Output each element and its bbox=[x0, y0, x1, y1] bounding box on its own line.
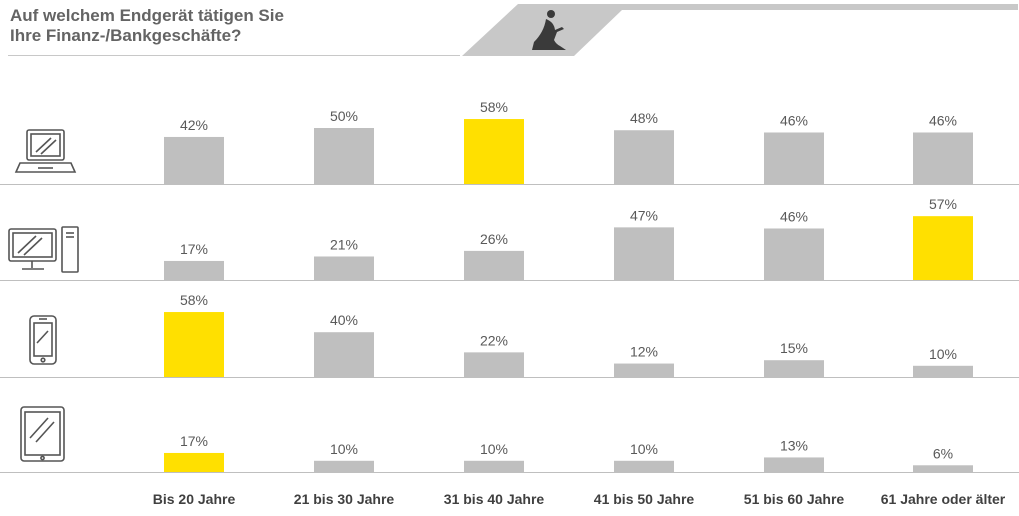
panel-baselines bbox=[0, 184, 1019, 473]
value-label-panel-4-col-5: 13% bbox=[780, 437, 808, 453]
value-label-panel-1-col-3: 58% bbox=[480, 99, 508, 115]
bar-panel-3-col-3 bbox=[464, 352, 524, 377]
value-label-panel-3-col-2: 40% bbox=[330, 312, 358, 328]
bar-panel-1-col-5 bbox=[764, 132, 824, 184]
header-banner bbox=[462, 4, 1018, 56]
value-label-panel-1-col-4: 48% bbox=[630, 110, 658, 126]
value-label-panel-4-col-3: 10% bbox=[480, 441, 508, 457]
bar-panel-2-col-6 bbox=[913, 216, 973, 280]
banner-shape bbox=[462, 4, 1018, 56]
device-icons bbox=[8, 129, 79, 462]
value-label-panel-2-col-4: 47% bbox=[630, 207, 658, 223]
bar-panel-1-col-6 bbox=[913, 132, 973, 184]
title-divider bbox=[8, 55, 460, 56]
value-label-panel-1-col-6: 46% bbox=[929, 112, 957, 128]
chart-title-line-1: Auf welchem Endgerät tätigen Sie bbox=[10, 6, 284, 25]
bar-panel-2-col-3 bbox=[464, 250, 524, 280]
bar-panel-2-col-4 bbox=[614, 227, 674, 280]
bars bbox=[164, 119, 973, 472]
bar-panel-3-col-1 bbox=[164, 312, 224, 377]
bar-panel-3-col-5 bbox=[764, 360, 824, 377]
value-label-panel-3-col-6: 10% bbox=[929, 346, 957, 362]
value-label-panel-1-col-1: 42% bbox=[180, 117, 208, 133]
tablet-icon bbox=[20, 406, 65, 462]
bar-panel-2-col-2 bbox=[314, 256, 374, 280]
value-labels: 42% 50% 58% 48% 46% 46% 17% 21% 26% 47% 46% 57% 58% 4… bbox=[180, 99, 957, 461]
bar-panel-4-col-4 bbox=[614, 460, 674, 472]
value-label-panel-3-col-5: 15% bbox=[780, 340, 808, 356]
category-label-5: 51 bis 60 Jahre bbox=[744, 491, 845, 507]
bar-panel-4-col-6 bbox=[913, 465, 973, 472]
category-label-4: 41 bis 50 Jahre bbox=[594, 491, 695, 507]
bar-panel-4-col-1 bbox=[164, 452, 224, 472]
bar-panel-3-col-2 bbox=[314, 332, 374, 377]
value-label-panel-4-col-4: 10% bbox=[630, 441, 658, 457]
value-label-panel-1-col-2: 50% bbox=[330, 108, 358, 124]
bar-panel-4-col-3 bbox=[464, 460, 524, 472]
person-with-tablet-icon bbox=[532, 10, 566, 50]
bar-panel-1-col-1 bbox=[164, 136, 224, 184]
bar-panel-3-col-6 bbox=[913, 365, 973, 377]
bar-panel-1-col-4 bbox=[614, 130, 674, 184]
laptop-icon bbox=[14, 129, 77, 173]
value-label-panel-3-col-4: 12% bbox=[630, 344, 658, 360]
value-label-panel-3-col-1: 58% bbox=[180, 292, 208, 308]
category-label-3: 31 bis 40 Jahre bbox=[444, 491, 545, 507]
bar-panel-3-col-4 bbox=[614, 363, 674, 377]
desktop-icon bbox=[8, 226, 79, 273]
value-label-panel-3-col-3: 22% bbox=[480, 332, 508, 348]
category-label-6: 61 Jahre oder älter bbox=[881, 491, 1006, 507]
chart-title: Auf welchem Endgerät tätigen Sie Ihre Fi… bbox=[10, 6, 284, 46]
smartphone-icon bbox=[29, 315, 57, 365]
value-label-panel-2-col-5: 46% bbox=[780, 208, 808, 224]
chart-title-line-2: Ihre Finanz-/Bankgeschäfte? bbox=[10, 26, 242, 45]
category-label-2: 21 bis 30 Jahre bbox=[294, 491, 395, 507]
value-label-panel-2-col-3: 26% bbox=[480, 231, 508, 247]
bar-panel-1-col-3 bbox=[464, 119, 524, 184]
bar-panel-4-col-2 bbox=[314, 460, 374, 472]
category-label-1: Bis 20 Jahre bbox=[153, 491, 236, 507]
value-label-panel-4-col-1: 17% bbox=[180, 433, 208, 449]
value-label-panel-2-col-6: 57% bbox=[929, 196, 957, 212]
value-label-panel-1-col-5: 46% bbox=[780, 112, 808, 128]
bar-panel-1-col-2 bbox=[314, 128, 374, 184]
bar-panel-4-col-5 bbox=[764, 457, 824, 472]
value-label-panel-2-col-1: 17% bbox=[180, 241, 208, 257]
category-labels: Bis 20 Jahre 21 bis 30 Jahre 31 bis 40 Jah… bbox=[153, 491, 1006, 507]
bar-panel-2-col-5 bbox=[764, 228, 824, 280]
value-label-panel-4-col-6: 6% bbox=[933, 445, 953, 461]
bar-panel-2-col-1 bbox=[164, 260, 224, 280]
value-label-panel-2-col-2: 21% bbox=[330, 236, 358, 252]
value-label-panel-4-col-2: 10% bbox=[330, 441, 358, 457]
